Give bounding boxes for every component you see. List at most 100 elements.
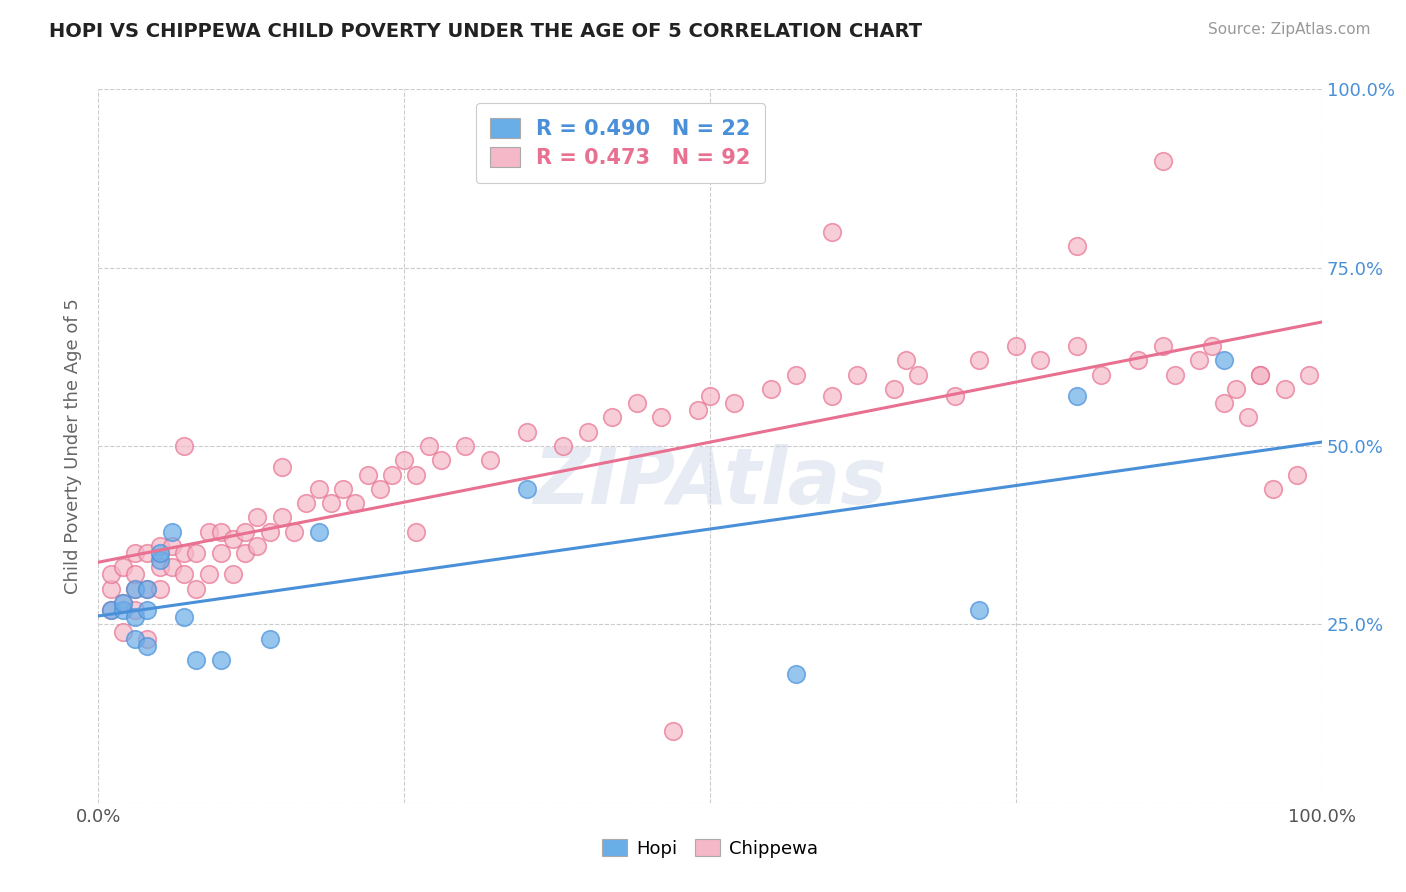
Point <box>1066 389 1088 403</box>
Point <box>662 724 685 739</box>
Point <box>344 496 367 510</box>
Point <box>845 368 868 382</box>
Point <box>1298 368 1320 382</box>
Point <box>907 368 929 382</box>
Point <box>430 453 453 467</box>
Point <box>124 603 146 617</box>
Point <box>405 524 427 539</box>
Point <box>1004 339 1026 353</box>
Point <box>368 482 391 496</box>
Point <box>785 667 807 681</box>
Point <box>515 482 537 496</box>
Point <box>1261 482 1284 496</box>
Point <box>1212 396 1234 410</box>
Point <box>124 546 146 560</box>
Point <box>1188 353 1211 368</box>
Point <box>454 439 477 453</box>
Point <box>1152 339 1174 353</box>
Point <box>392 453 416 467</box>
Point <box>1212 353 1234 368</box>
Point <box>100 567 122 582</box>
Point <box>209 653 232 667</box>
Point <box>173 546 195 560</box>
Point <box>160 539 183 553</box>
Point <box>124 582 146 596</box>
Point <box>111 596 134 610</box>
Point <box>356 467 378 482</box>
Point <box>149 546 172 560</box>
Point <box>1164 368 1187 382</box>
Point <box>332 482 354 496</box>
Point <box>943 389 966 403</box>
Point <box>553 439 575 453</box>
Text: ZIPAtlas: ZIPAtlas <box>533 443 887 520</box>
Point <box>270 460 294 475</box>
Point <box>723 396 745 410</box>
Point <box>111 560 134 574</box>
Point <box>1286 467 1309 482</box>
Point <box>136 603 159 617</box>
Point <box>149 560 172 574</box>
Point <box>100 603 122 617</box>
Point <box>967 603 990 617</box>
Point <box>1237 410 1260 425</box>
Legend: Hopi, Chippewa: Hopi, Chippewa <box>595 832 825 865</box>
Y-axis label: Child Poverty Under the Age of 5: Child Poverty Under the Age of 5 <box>65 298 83 594</box>
Point <box>197 567 219 582</box>
Point <box>136 582 159 596</box>
Point <box>160 524 183 539</box>
Point <box>136 632 159 646</box>
Point <box>124 582 146 596</box>
Point <box>883 382 905 396</box>
Point <box>1201 339 1223 353</box>
Point <box>821 389 844 403</box>
Point <box>821 225 844 239</box>
Point <box>515 425 537 439</box>
Point <box>319 496 342 510</box>
Point <box>197 524 219 539</box>
Point <box>1152 153 1174 168</box>
Point <box>576 425 599 439</box>
Point <box>894 353 917 368</box>
Point <box>626 396 648 410</box>
Point <box>100 603 122 617</box>
Point <box>209 524 232 539</box>
Point <box>233 524 256 539</box>
Point <box>295 496 318 510</box>
Point <box>1090 368 1112 382</box>
Point <box>1249 368 1271 382</box>
Point <box>478 453 501 467</box>
Point <box>381 467 404 482</box>
Point <box>149 539 172 553</box>
Point <box>1249 368 1271 382</box>
Point <box>160 560 183 574</box>
Point <box>186 546 208 560</box>
Point <box>136 546 159 560</box>
Point <box>308 524 330 539</box>
Point <box>246 510 269 524</box>
Point <box>761 382 783 396</box>
Point <box>1274 382 1296 396</box>
Point <box>405 467 427 482</box>
Point <box>1066 339 1088 353</box>
Point <box>246 539 269 553</box>
Point <box>136 639 159 653</box>
Point <box>149 553 172 567</box>
Point <box>233 546 256 560</box>
Point <box>136 582 159 596</box>
Point <box>124 567 146 582</box>
Point <box>650 410 672 425</box>
Point <box>967 353 990 368</box>
Point <box>259 632 281 646</box>
Point <box>173 567 195 582</box>
Text: HOPI VS CHIPPEWA CHILD POVERTY UNDER THE AGE OF 5 CORRELATION CHART: HOPI VS CHIPPEWA CHILD POVERTY UNDER THE… <box>49 22 922 41</box>
Point <box>186 653 208 667</box>
Point <box>418 439 440 453</box>
Point <box>186 582 208 596</box>
Point <box>1225 382 1247 396</box>
Point <box>1128 353 1150 368</box>
Point <box>173 610 195 624</box>
Point <box>259 524 281 539</box>
Point <box>111 624 134 639</box>
Point <box>111 603 134 617</box>
